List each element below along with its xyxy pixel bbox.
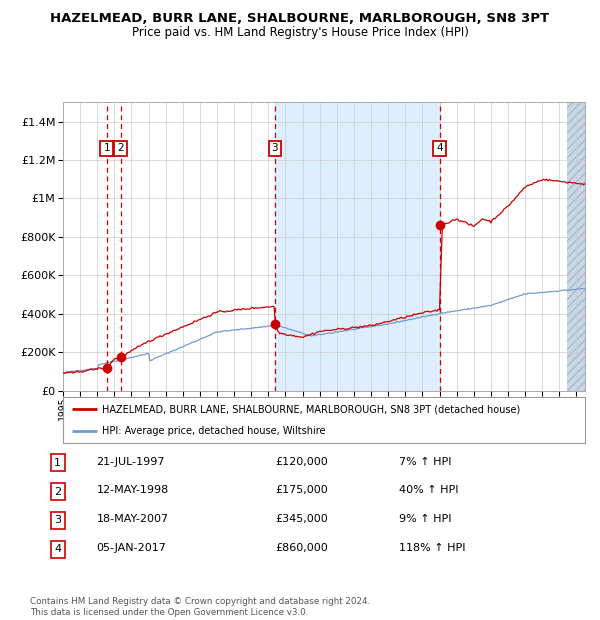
- Text: 2: 2: [118, 143, 124, 153]
- Text: £120,000: £120,000: [275, 456, 328, 467]
- Text: Contains HM Land Registry data © Crown copyright and database right 2024.
This d: Contains HM Land Registry data © Crown c…: [30, 598, 370, 617]
- Text: £175,000: £175,000: [275, 485, 328, 495]
- Text: 7% ↑ HPI: 7% ↑ HPI: [399, 456, 452, 467]
- Bar: [275, 102, 440, 391]
- Text: £860,000: £860,000: [275, 543, 328, 553]
- Text: 4: 4: [54, 544, 61, 554]
- Text: 3: 3: [272, 143, 278, 153]
- Text: £345,000: £345,000: [275, 515, 328, 525]
- Text: Price paid vs. HM Land Registry's House Price Index (HPI): Price paid vs. HM Land Registry's House …: [131, 26, 469, 39]
- Text: HAZELMEAD, BURR LANE, SHALBOURNE, MARLBOROUGH, SN8 3PT: HAZELMEAD, BURR LANE, SHALBOURNE, MARLBO…: [50, 12, 550, 25]
- Text: 2: 2: [54, 487, 61, 497]
- Text: 21-JUL-1997: 21-JUL-1997: [97, 456, 165, 467]
- Text: 18-MAY-2007: 18-MAY-2007: [97, 515, 169, 525]
- Text: 12-MAY-1998: 12-MAY-1998: [97, 485, 169, 495]
- Text: 1: 1: [103, 143, 110, 153]
- Text: 05-JAN-2017: 05-JAN-2017: [97, 543, 166, 553]
- Text: 40% ↑ HPI: 40% ↑ HPI: [399, 485, 458, 495]
- Text: 1: 1: [54, 458, 61, 467]
- Text: HAZELMEAD, BURR LANE, SHALBOURNE, MARLBOROUGH, SN8 3PT (detached house): HAZELMEAD, BURR LANE, SHALBOURNE, MARLBO…: [102, 404, 520, 414]
- Text: 4: 4: [436, 143, 443, 153]
- Bar: [567, 102, 585, 391]
- Text: HPI: Average price, detached house, Wiltshire: HPI: Average price, detached house, Wilt…: [102, 426, 326, 436]
- Text: 118% ↑ HPI: 118% ↑ HPI: [399, 543, 466, 553]
- Text: 9% ↑ HPI: 9% ↑ HPI: [399, 515, 452, 525]
- Text: 3: 3: [54, 515, 61, 526]
